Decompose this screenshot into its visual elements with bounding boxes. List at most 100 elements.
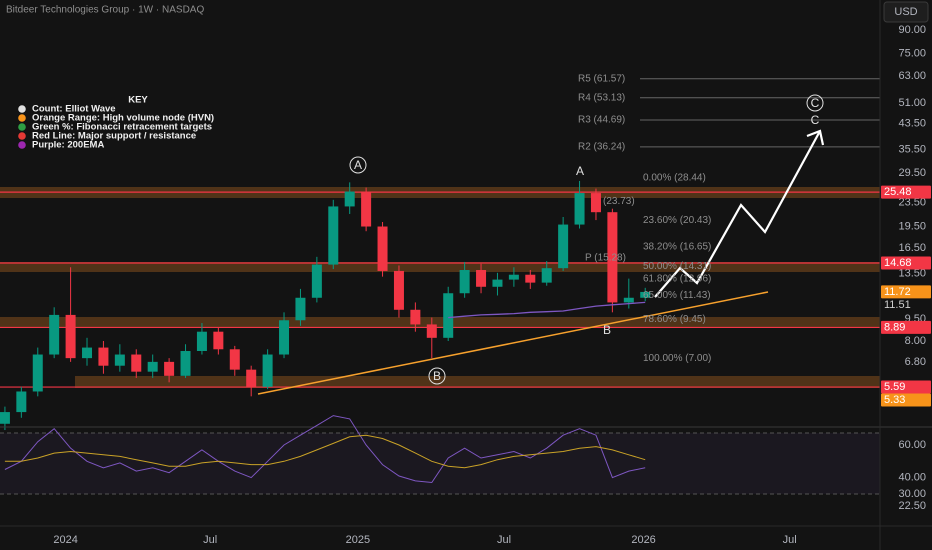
- wave-label: C: [811, 96, 820, 110]
- candle-body: [311, 264, 322, 298]
- x-tick-label: Jul: [203, 534, 217, 546]
- y-tick-label: 63.00: [898, 70, 926, 82]
- x-tick-label: 2025: [346, 534, 370, 546]
- y-tick-label: 16.50: [898, 242, 926, 254]
- candle-body: [16, 391, 27, 413]
- candle-body: [377, 226, 388, 271]
- candle-body: [426, 324, 437, 338]
- fib-label: 23.60% (20.43): [643, 215, 711, 226]
- candle-body: [32, 354, 43, 392]
- fib-label: 50.00% (14.31): [643, 261, 711, 272]
- key-dot: [18, 123, 26, 131]
- candle-body: [361, 191, 372, 227]
- rsi-tick-label: 30.00: [898, 488, 926, 500]
- candle-body: [49, 314, 60, 355]
- candle-body: [443, 293, 454, 338]
- rsi-ma-line: [4, 434, 646, 469]
- price-tag-label: 5.33: [884, 394, 905, 406]
- key-dot: [18, 105, 26, 113]
- pivot-label: R2 (36.24): [578, 142, 625, 153]
- candle-body: [279, 320, 290, 355]
- wave-circle: [428, 367, 446, 385]
- candle-body: [459, 270, 470, 294]
- hvn-zone: [0, 317, 880, 327]
- y-tick-label: 35.50: [898, 143, 926, 155]
- y-tick-label: 23.50: [898, 196, 926, 208]
- candle-body: [344, 191, 355, 207]
- key-item: Green %: Fibonacci retracement targets: [32, 122, 212, 133]
- candle-body: [0, 412, 10, 424]
- candle-body: [82, 347, 93, 359]
- candle-body: [114, 354, 125, 366]
- price-tag: [881, 285, 931, 299]
- wave-circle: [349, 156, 367, 174]
- candle-body: [65, 314, 76, 359]
- price-tag-label: 14.68: [884, 257, 912, 269]
- y-tick-label: 19.50: [898, 220, 926, 232]
- y-tick-label: 13.50: [898, 268, 926, 280]
- y-tick-label: 6.80: [905, 356, 926, 368]
- candle-body: [476, 270, 487, 287]
- x-tick-label: 2024: [53, 534, 77, 546]
- hvn-zone: [75, 376, 880, 388]
- x-tick-label: Jul: [497, 534, 511, 546]
- fib-label: 100.00% (7.00): [643, 353, 711, 364]
- rsi-tick-label: 40.00: [898, 472, 926, 484]
- candle-body: [410, 309, 421, 325]
- x-tick-label: Jul: [783, 534, 797, 546]
- fib-label: 78.60% (9.45): [643, 314, 706, 325]
- candle-body: [640, 291, 651, 298]
- y-tick-label: 43.50: [898, 117, 926, 129]
- wave-label: C: [811, 113, 820, 127]
- hvn-zone: [0, 262, 880, 272]
- candle-body: [131, 354, 142, 372]
- key-item: Red Line: Major support / resistance: [32, 131, 196, 142]
- key-item: Orange Range: High volume node (HVN): [32, 113, 214, 124]
- fib-label: 61.80% (12.96): [643, 274, 711, 285]
- price-tag-label: 25.48: [884, 186, 912, 198]
- price-tag: [881, 256, 931, 270]
- candle-body: [328, 206, 339, 265]
- y-tick-label: 29.50: [898, 167, 926, 179]
- levels: R5 (61.57) R4 (53.13) R3 (44.69) R2 (36.24): [0, 73, 880, 388]
- price-tag-label: 5.59: [884, 381, 905, 393]
- fib-label: (23.73): [603, 196, 635, 207]
- candle-body: [574, 193, 585, 225]
- x-tick-label: 2026: [631, 534, 655, 546]
- fib-label: 0.00% (28.44): [643, 173, 706, 184]
- key-dot: [18, 132, 26, 140]
- pivot-label: R3 (44.69): [578, 115, 625, 126]
- currency-button[interactable]: [883, 1, 929, 23]
- price-tag-label: 11.51: [884, 299, 911, 311]
- fib-label: P (15.28): [585, 252, 626, 263]
- rsi-line: [4, 415, 646, 484]
- key-dot: [18, 141, 26, 149]
- y-tick-label: 90.00: [898, 24, 926, 36]
- y-tick-label: 51.00: [898, 97, 926, 109]
- wave-circle: [806, 94, 824, 112]
- candle-body: [590, 193, 601, 213]
- candle-body: [164, 361, 175, 376]
- symbol-title: Bitdeer Technologies Group · 1W · NASDAQ: [6, 5, 204, 16]
- candle-body: [295, 297, 306, 321]
- key-item: Count: Elliot Wave: [32, 104, 116, 115]
- candle-body: [525, 274, 536, 283]
- candle-body: [492, 279, 503, 287]
- y-tick-label: 8.00: [905, 335, 926, 347]
- projection-arrow: [654, 130, 821, 298]
- key-title: KEY: [128, 95, 148, 106]
- currency[interactable]: USD: [894, 6, 917, 18]
- candle-body: [147, 361, 158, 372]
- candle-body: [508, 274, 519, 280]
- price-tag: [881, 185, 931, 199]
- candle-body: [98, 347, 109, 366]
- pivot-label: R5 (61.57): [578, 73, 625, 84]
- candle-body: [196, 331, 207, 352]
- price-tag: [881, 393, 931, 407]
- candle-body: [393, 270, 404, 310]
- candle-body: [262, 354, 273, 387]
- price-tag-label: 8.89: [884, 321, 905, 333]
